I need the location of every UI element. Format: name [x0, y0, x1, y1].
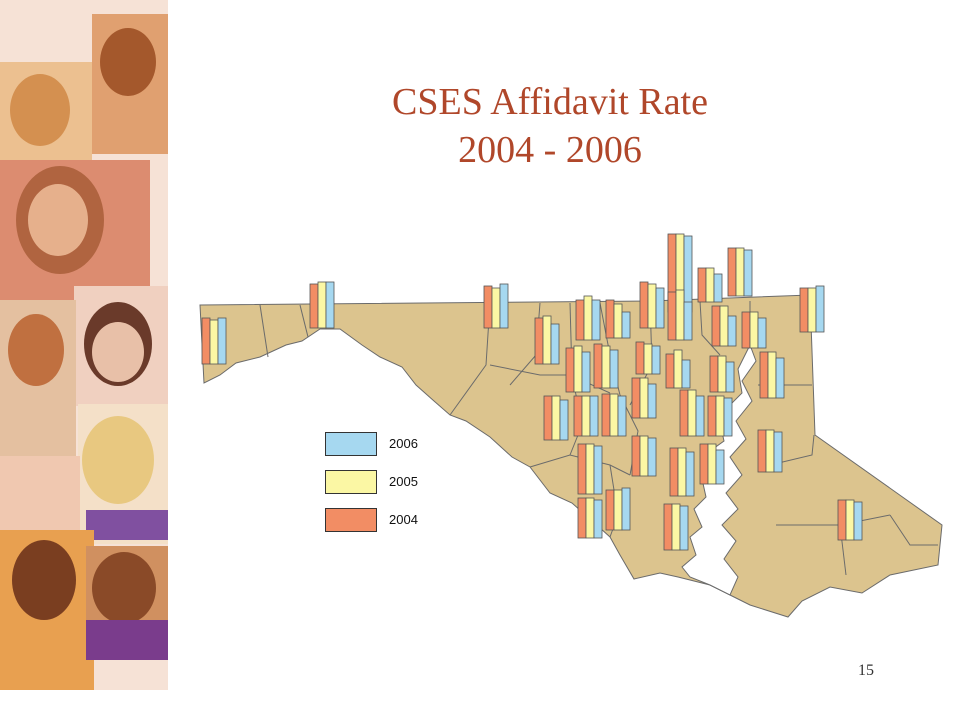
legend-label-2004: 2004 [389, 512, 418, 527]
title-line-2: 2004 - 2006 [458, 129, 642, 171]
state-outline [199, 294, 943, 618]
maryland-county-map [199, 294, 943, 618]
slide-title: CSES Affidavit Rate 2004 - 2006 [240, 78, 860, 174]
legend-label-2005: 2005 [389, 474, 418, 489]
title-line-1: CSES Affidavit Rate [392, 81, 708, 123]
legend-swatch-2004 [325, 508, 377, 532]
legend-item-2005: 2005 [325, 470, 465, 496]
page-number: 15 [858, 662, 874, 679]
legend-item-2004: 2004 [325, 508, 465, 534]
legend-swatch-2006 [325, 432, 377, 456]
legend-item-2006: 2006 [325, 432, 465, 458]
legend-swatch-2005 [325, 470, 377, 494]
legend-label-2006: 2006 [389, 436, 418, 451]
children-photo-collage [0, 0, 168, 690]
